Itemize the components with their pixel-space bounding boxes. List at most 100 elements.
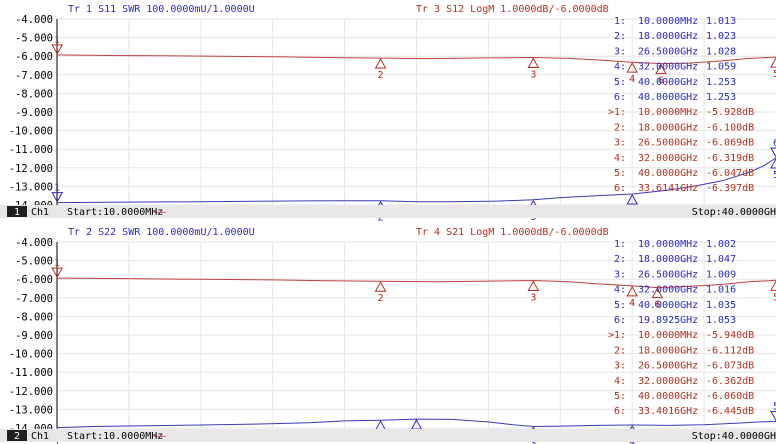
marker-triangle-icon[interactable] [527,57,540,69]
marker-table-row[interactable]: 2: 18.0000GHz 1.023 [614,31,736,42]
marker-index: 3: [614,361,626,372]
marker-index: 1: [614,16,626,27]
marker-table-row[interactable]: 4: 32.0000GHz -6.362dB [614,376,754,387]
marker-table-row[interactable]: 6: 19.8925GHz 1.053 [614,315,736,326]
marker-index: 2: [614,31,626,42]
logm-marker-3[interactable]: 3 [527,280,540,304]
y-tick-label: -12.000 [9,163,53,175]
trace-logm-line [57,277,776,289]
logm-marker-2[interactable]: 2 [374,281,387,304]
channel-badge[interactable]: 1 [7,206,27,218]
logm-marker-6[interactable]: 6 [651,287,664,311]
marker-triangle-icon[interactable] [770,410,776,422]
marker-value: 1.016 [706,285,736,296]
marker-frequency: 33.4016GHz [638,406,698,417]
marker-index: 4: [614,376,626,387]
marker-frequency: 26.5000GHz [638,361,698,372]
marker-triangle-icon[interactable] [626,62,639,73]
logm-marker-2[interactable]: 2 [374,58,387,81]
marker-table-row[interactable]: >1: 10.0000MHz -5.940dB [608,330,754,341]
y-tick-label: -7.000 [15,293,53,305]
marker-triangle-icon[interactable] [374,281,387,292]
marker-number: 5 [773,69,776,80]
marker-frequency: 18.0000GHz [638,345,698,356]
marker-table-row[interactable]: 3: 26.5000GHz -6.073dB [614,361,754,372]
channel-number-box[interactable] [7,206,27,217]
logm-marker-4[interactable]: 4 [626,285,639,309]
trace-swr-line [57,418,776,429]
marker-triangle-icon[interactable] [374,420,387,431]
marker-index: 2: [614,254,626,265]
marker-triangle-icon[interactable] [651,287,664,299]
logm-marker-3[interactable]: 3 [527,57,540,81]
marker-table-row[interactable]: 3: 26.5000GHz -6.069dB [614,138,754,149]
marker-table-row[interactable]: 3: 26.5000GHz 1.028 [614,46,736,57]
marker-triangle-icon[interactable] [626,193,639,205]
y-tick-label: -9.000 [15,330,53,342]
logm-marker-1[interactable]: 1 [51,258,64,279]
marker-triangle-icon[interactable] [51,267,64,279]
channel-number-box[interactable] [7,430,27,441]
marker-table-row[interactable]: 2: 18.0000GHz 1.047 [614,254,736,265]
marker-table-row[interactable]: 5: 40.0000GHz -6.060dB [614,391,754,402]
logm-marker-5[interactable]: 5 [770,57,776,80]
marker-table-row[interactable]: 2: 18.0000GHz -6.112dB [614,345,754,356]
channel-number: 1 [14,207,20,218]
marker-table-row[interactable]: 5: 40.0000GHz 1.253 [614,77,736,88]
marker-table-header-gap [608,236,776,240]
marker-value: -5.928dB [706,107,754,118]
marker-triangle-icon[interactable] [374,58,387,69]
marker-number: 3 [530,70,536,81]
marker-frequency: 40.0000GHz [638,77,698,88]
marker-triangle-icon[interactable] [770,147,776,158]
marker-frequency: 40.0000GHz [638,300,698,311]
trace-swr-header: Tr 1 S11 SWR 100.0000mU/1.0000U [68,4,255,15]
marker-triangle-icon[interactable] [51,44,64,55]
marker-table-row[interactable]: 6: 40.0000GHz 1.253 [614,92,736,103]
y-tick-label: -6.000 [15,274,53,286]
stop-frequency: Stop:40.0000GH [692,207,776,218]
marker-triangle-icon[interactable] [770,280,776,291]
marker-triangle-icon[interactable] [51,192,64,203]
trace-logm-header: Tr 4 S21 LogM 1.0000dB/-6.0000dB [416,227,609,238]
marker-number: 3 [530,293,536,304]
logm-marker-5[interactable]: 5 [770,280,776,303]
marker-index: 6: [614,315,626,326]
channel-badge[interactable]: 2 [7,430,27,442]
marker-index: 3: [614,269,626,280]
swr-marker-5[interactable]: 5 [770,157,776,181]
marker-table-row[interactable]: 1: 10.0000MHz 1.013 [614,16,736,27]
marker-table-row[interactable]: 2: 18.0000GHz -6.100dB [614,122,754,133]
marker-table-row[interactable]: 1: 10.0000MHz 1.002 [614,239,736,250]
marker-table-row[interactable]: 5: 40.0000GHz 1.035 [614,300,736,311]
marker-triangle-icon[interactable] [626,285,639,297]
marker-frequency: 18.0000GHz [638,254,698,265]
marker-value: -5.940dB [706,330,754,341]
marker-table-row[interactable]: >1: 10.0000MHz -5.928dB [608,107,754,118]
marker-triangle-icon[interactable] [770,157,776,169]
marker-frequency: 32.0000GHz [638,62,698,73]
marker-triangle-icon[interactable] [527,280,540,292]
marker-table-row[interactable]: 3: 26.5000GHz 1.009 [614,269,736,280]
marker-table-row[interactable]: 5: 40.0000GHz -6.047dB [614,168,754,179]
marker-number: 1 [54,35,60,46]
swr-marker-6[interactable]: 6 [770,138,776,158]
marker-table-row[interactable]: 4: 32.0000GHz 1.016 [614,285,736,296]
marker-value: 1.009 [706,269,736,280]
marker-frequency: 32.0000GHz [638,153,698,164]
swr-marker-5[interactable]: 5 [770,401,776,422]
logm-marker-1[interactable]: 1 [51,35,64,55]
marker-triangle-icon[interactable] [655,63,667,75]
logm-marker-4[interactable]: 4 [626,62,639,85]
marker-table-row[interactable]: 6: 33.6141GHz -6.397dB [614,183,754,194]
y-tick-label: -8.000 [15,311,53,323]
marker-table-row[interactable]: 4: 32.0000GHz 1.059 [614,62,736,73]
swr-marker-1[interactable]: 1 [51,183,64,203]
channel-number: 2 [14,431,20,442]
marker-table-header-gap [608,13,776,17]
marker-table-row[interactable]: 4: 32.0000GHz -6.319dB [614,153,754,164]
marker-triangle-icon[interactable] [770,57,776,68]
marker-table-row[interactable]: 6: 33.4016GHz -6.445dB [614,406,754,417]
marker-index: >1: [608,107,626,118]
logm-marker-6[interactable]: 6 [655,63,667,87]
